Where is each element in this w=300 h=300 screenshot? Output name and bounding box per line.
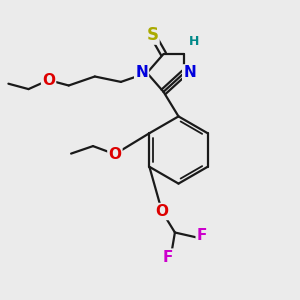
Text: N: N <box>183 65 196 80</box>
Text: O: O <box>155 204 169 219</box>
Text: O: O <box>42 73 55 88</box>
Text: F: F <box>163 250 173 265</box>
Text: F: F <box>197 228 207 243</box>
Text: S: S <box>146 26 158 44</box>
Text: O: O <box>108 147 122 162</box>
Text: H: H <box>189 34 200 48</box>
Text: N: N <box>135 65 148 80</box>
